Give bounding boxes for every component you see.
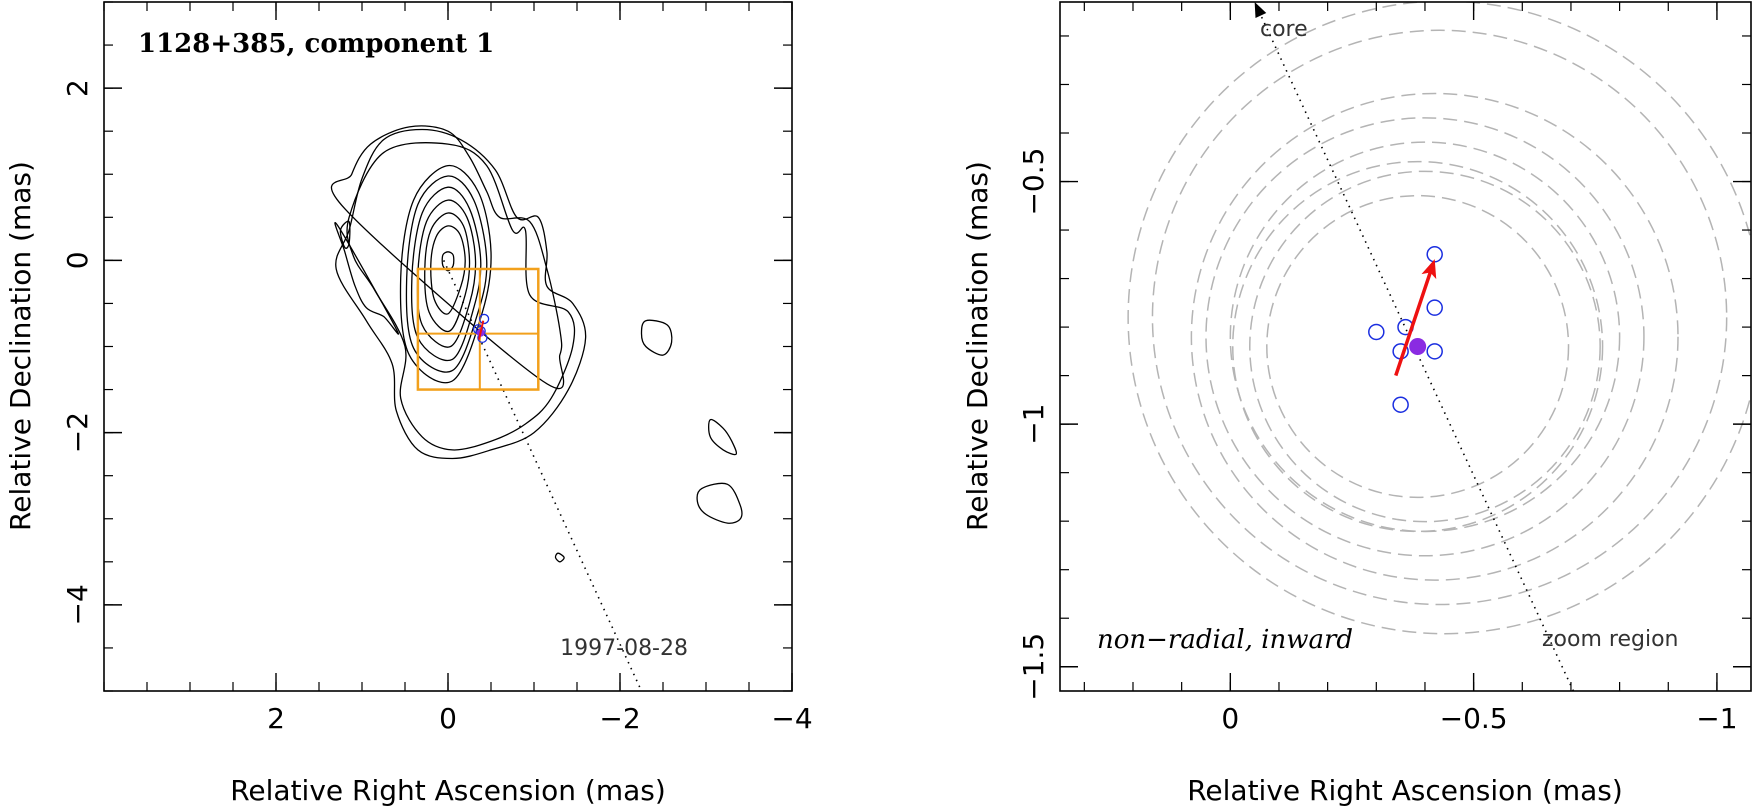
- epoch-position-marker: [1426, 343, 1443, 360]
- velocity-arrow-shaft: [1394, 271, 1432, 377]
- error-circle: [1127, 2, 1751, 635]
- error-circle: [1205, 117, 1645, 557]
- zoom-box: [416, 267, 540, 391]
- velocity-arrow-small: [477, 320, 485, 340]
- contour-line: [405, 175, 488, 373]
- contour-line: [339, 220, 351, 249]
- right-y-tick-label: −1: [1017, 403, 1050, 444]
- contour-line: [330, 125, 565, 390]
- core-label: core: [1260, 17, 1308, 42]
- right-plot-frame: [1059, 1, 1752, 692]
- contour-line: [335, 128, 587, 460]
- right-overlay: [1253, 1, 1575, 692]
- velocity-arrowhead: [1421, 259, 1437, 280]
- right-y-tick-label: −0.5: [1017, 148, 1050, 216]
- left-y-tick-label: 2: [61, 79, 94, 97]
- left-x-tick-label: 0: [439, 702, 457, 735]
- error-circle: [1249, 170, 1601, 523]
- epoch-label: 1997-08-28: [560, 636, 688, 661]
- right-x-axis-label: Relative Right Ascension (mas): [1187, 774, 1623, 807]
- right-y-axis-label: Relative Declination (mas): [961, 161, 994, 531]
- left-x-tick-label: −4: [771, 702, 812, 735]
- epoch-position-marker: [1426, 299, 1443, 316]
- error-circle: [1190, 92, 1679, 581]
- contour-line: [430, 225, 466, 315]
- contour-line: [640, 319, 673, 356]
- contour-line: [554, 552, 565, 563]
- error-circle: [1229, 141, 1621, 533]
- error-circle: [1232, 160, 1604, 533]
- epoch-position-marker: [1368, 323, 1385, 341]
- epoch-position-marker: [1392, 396, 1409, 413]
- contour-line: [696, 482, 743, 524]
- right-x-tick-label: −1: [1696, 702, 1737, 735]
- contour-line: [416, 199, 477, 348]
- left-contours: [330, 125, 743, 563]
- left-panel: 2 0 −2 −4 2 0 −2 −4 1128+385, component 1 1997-…: [4, 1, 813, 807]
- left-x-axis-label: Relative Right Ascension (mas): [230, 774, 666, 807]
- contour-line: [399, 164, 492, 384]
- right-x-tick-label: 0: [1221, 702, 1239, 735]
- left-y-tick-label: 0: [61, 251, 94, 269]
- right-y-tick-label: −1.5: [1017, 633, 1050, 701]
- contour-line: [334, 222, 399, 335]
- contour-line: [346, 142, 576, 451]
- error-circle: [1151, 29, 1728, 606]
- left-x-tick-label: 2: [267, 702, 285, 735]
- component-marker: [478, 313, 490, 325]
- left-ticks: 2 0 −2 −4 2 0 −2 −4: [61, 1, 813, 735]
- left-y-tick-label: −4: [61, 584, 94, 625]
- contour-line: [424, 212, 471, 333]
- mean-position-marker: [1409, 338, 1427, 355]
- right-panel: 0 −0.5 −1 −0.5 −1 −1.5 core non−radial, inwar…: [961, 1, 1752, 807]
- right-ticks: 0 −0.5 −1 −0.5 −1 −1.5: [1017, 2, 1751, 735]
- error-circle: [1266, 194, 1570, 499]
- zoom-region-label: zoom region: [1542, 627, 1678, 652]
- left-y-tick-label: −2: [61, 412, 94, 453]
- contour-line: [441, 251, 455, 272]
- error-circles: [1127, 2, 1751, 635]
- left-x-tick-label: −2: [599, 702, 640, 735]
- left-plot-title: 1128+385, component 1: [138, 29, 494, 59]
- left-y-axis-label: Relative Declination (mas): [4, 161, 37, 531]
- right-x-tick-label: −0.5: [1440, 702, 1508, 735]
- contour-line: [410, 186, 482, 362]
- left-overlay: [416, 260, 643, 692]
- annotation-text: non−radial, inward: [1097, 625, 1353, 655]
- left-plot-frame: [103, 1, 793, 692]
- core-arrowhead: [1254, 2, 1267, 18]
- contour-line: [708, 418, 738, 456]
